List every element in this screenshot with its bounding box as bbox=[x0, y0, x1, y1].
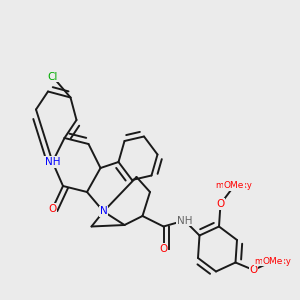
Text: methoxy: methoxy bbox=[216, 182, 252, 190]
Text: NH: NH bbox=[45, 157, 60, 167]
Text: Cl: Cl bbox=[47, 71, 58, 82]
Text: OMe: OMe bbox=[224, 182, 244, 190]
Text: methoxy: methoxy bbox=[255, 256, 291, 266]
Text: OMe: OMe bbox=[263, 256, 283, 266]
Text: NH: NH bbox=[177, 215, 192, 226]
Text: O: O bbox=[48, 203, 57, 214]
Text: N: N bbox=[100, 206, 107, 217]
Text: O: O bbox=[249, 265, 258, 275]
Text: O: O bbox=[216, 199, 225, 209]
Text: O: O bbox=[159, 244, 168, 254]
